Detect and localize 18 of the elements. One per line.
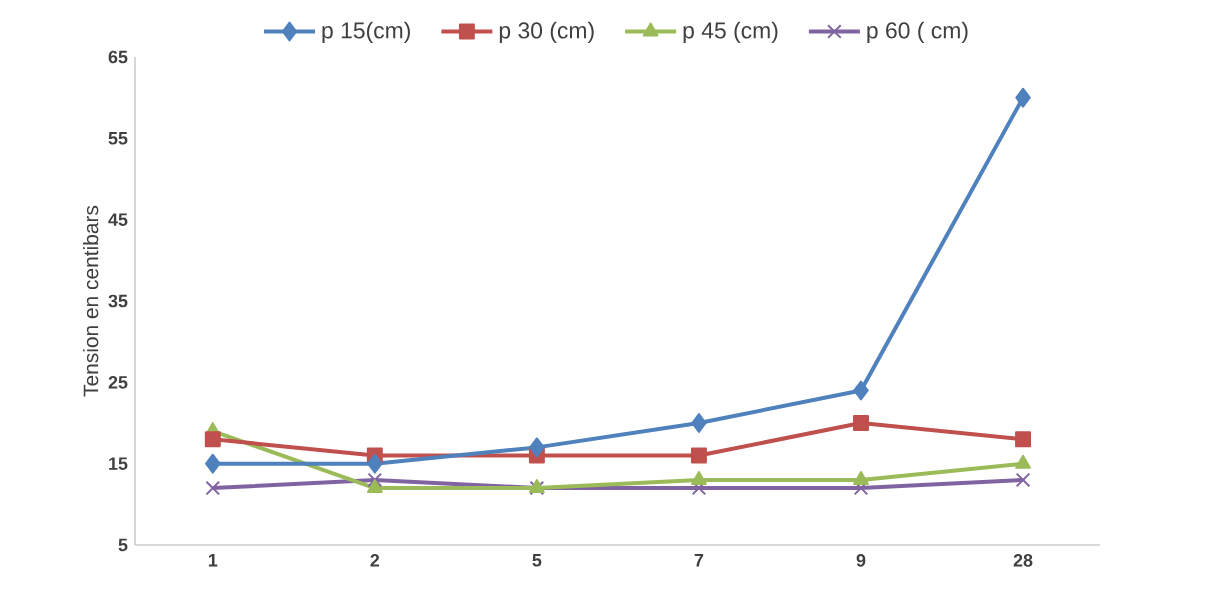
- y-tick-label: 35: [108, 294, 128, 308]
- y-tick-label: 25: [108, 375, 128, 389]
- x-tick-label: 28: [1013, 554, 1033, 567]
- y-tick-label: 15: [109, 457, 128, 470]
- y-tick-label: 45: [108, 213, 128, 226]
- y-tick-label: 65: [108, 50, 128, 64]
- y-axis-title: Tension en centibars: [82, 205, 99, 397]
- x-tick-label: 9: [856, 554, 866, 567]
- x-tick-label: 1: [208, 554, 218, 567]
- legend-label: p 45 (cm): [683, 21, 778, 44]
- x-tick-label: 2: [370, 554, 380, 567]
- legend-label: p 60 ( cm): [867, 21, 968, 44]
- y-tick-label: 55: [108, 132, 128, 145]
- x-tick-label: 5: [532, 554, 542, 567]
- legend-label: p 30 (cm): [499, 21, 594, 44]
- x-tick-label: 7: [694, 554, 704, 567]
- y-tick-label: 5: [118, 538, 128, 552]
- legend-label: p 15(cm): [322, 21, 410, 44]
